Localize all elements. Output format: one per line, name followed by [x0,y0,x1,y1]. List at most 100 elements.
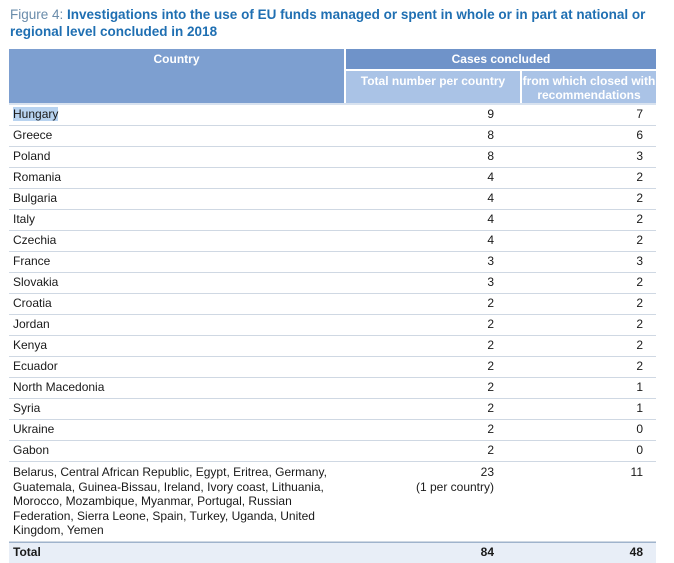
table-row: Bulgaria 4 2 [9,189,656,210]
cell-total-value: 23 [480,465,494,479]
cell-closed: 1 [636,401,643,415]
cell-total-sum: 84 [480,544,494,559]
table-row: Czechia 4 2 [9,231,656,252]
cell-closed: 2 [636,317,643,331]
cell-total: 8 [487,149,494,163]
cell-total-note: (1 per country) [415,479,494,494]
country-name: France [13,254,51,268]
country-name: Hungary [13,107,59,121]
cell-total: 3 [487,254,494,268]
cell-closed: 3 [636,149,643,163]
cell-country: Hungary [9,105,344,125]
table-row: Jordan 2 2 [9,315,656,336]
country-name: North Macedonia [13,380,105,394]
cell-country: Jordan [9,315,344,335]
cell-closed: 2 [636,191,643,205]
header-closed-with-recommendations: from which closed with recommendations [520,69,656,103]
cell-total: 8 [487,128,494,142]
country-name: Ecuador [13,359,58,373]
cell-closed: 2 [636,275,643,289]
table-row: North Macedonia 2 1 [9,378,656,399]
cell-total: 2 [487,317,494,331]
cell-country: Belarus, Central African Republic, Egypt… [13,465,327,537]
cell-closed: 2 [636,296,643,310]
cell-country: Ukraine [9,420,344,440]
figure-title: Figure 4: Investigations into the use of… [10,6,660,40]
cell-closed: 2 [636,170,643,184]
header-total-per-country: Total number per country [344,69,520,103]
cell-total: 23 (1 per country) [344,462,494,541]
country-name: Jordan [13,317,50,331]
country-name: Ukraine [13,422,55,436]
country-name: Croatia [13,296,52,310]
country-name: Slovakia [13,275,59,289]
cell-closed: 3 [636,254,643,268]
country-name: Bulgaria [13,191,58,205]
table-row: France 3 3 [9,252,656,273]
cell-country: France [9,252,344,272]
cell-total: 2 [487,422,494,436]
cell-total: 4 [487,212,494,226]
cell-country: Ecuador [9,357,344,377]
table-row: Poland 8 3 [9,147,656,168]
cell-total: 2 [487,338,494,352]
cell-country: Italy [9,210,344,230]
country-name: Romania [13,170,62,184]
table-body: Hungary 9 7 Greece 8 6 Poland 8 3 Romania 4 2 Bulgar… [9,105,656,462]
country-name: Gabon [13,443,50,457]
cell-total: 3 [487,275,494,289]
cell-closed: 7 [636,107,643,121]
cell-closed: 2 [636,359,643,373]
cell-closed: 0 [636,422,643,436]
cell-total: 2 [487,443,494,457]
header-country: Country [9,49,344,69]
table-row: Greece 8 6 [9,126,656,147]
table-row: Ecuador 2 2 [9,357,656,378]
table-header-row: Country Cases concluded [9,49,656,69]
table-row: Italy 4 2 [9,210,656,231]
country-name: Kenya [13,338,48,352]
cell-country: Czechia [9,231,344,251]
cell-closed: 2 [636,212,643,226]
cell-total: 2 [487,401,494,415]
cell-country: Romania [9,168,344,188]
cell-country: Bulgaria [9,189,344,209]
table-subheader-row: Total number per country from which clos… [9,69,656,103]
cell-closed: 1 [636,380,643,394]
cell-total: 2 [487,380,494,394]
table-row: Syria 2 1 [9,399,656,420]
cell-closed: 6 [636,128,643,142]
cell-closed-sum: 48 [629,544,643,559]
cell-closed: 0 [636,443,643,457]
header-cases-concluded: Cases concluded [344,49,656,69]
country-name: Italy [13,212,36,226]
table-row: Croatia 2 2 [9,294,656,315]
country-name: Czechia [13,233,57,247]
cell-total: 4 [487,233,494,247]
table-row-other-countries: Belarus, Central African Republic, Egypt… [9,462,656,542]
cell-country: Syria [9,399,344,419]
cases-table: Country Cases concluded Total number per… [9,49,656,563]
cell-total-label: Total [13,544,41,559]
cell-closed: 2 [636,233,643,247]
figure-label: Figure 4: [10,7,64,22]
header-country-blank [9,69,344,103]
country-name: Syria [13,401,41,415]
cell-closed: 11 [630,465,643,479]
table-row: Ukraine 2 0 [9,420,656,441]
cell-total: 4 [487,191,494,205]
figure-title-text: Investigations into the use of EU funds … [10,7,646,39]
table-row: Hungary 9 7 [9,105,656,126]
cell-country: Slovakia [9,273,344,293]
country-name: Poland [13,149,51,163]
cell-country: Greece [9,126,344,146]
cell-country: Gabon [9,441,344,461]
country-name: Greece [13,128,53,142]
table-row: Slovakia 3 2 [9,273,656,294]
cell-country: Poland [9,147,344,167]
table-row-total: Total 84 48 [9,541,656,563]
cell-country: Kenya [9,336,344,356]
cell-country: Croatia [9,294,344,314]
table-row: Gabon 2 0 [9,441,656,462]
cell-total: 2 [487,296,494,310]
